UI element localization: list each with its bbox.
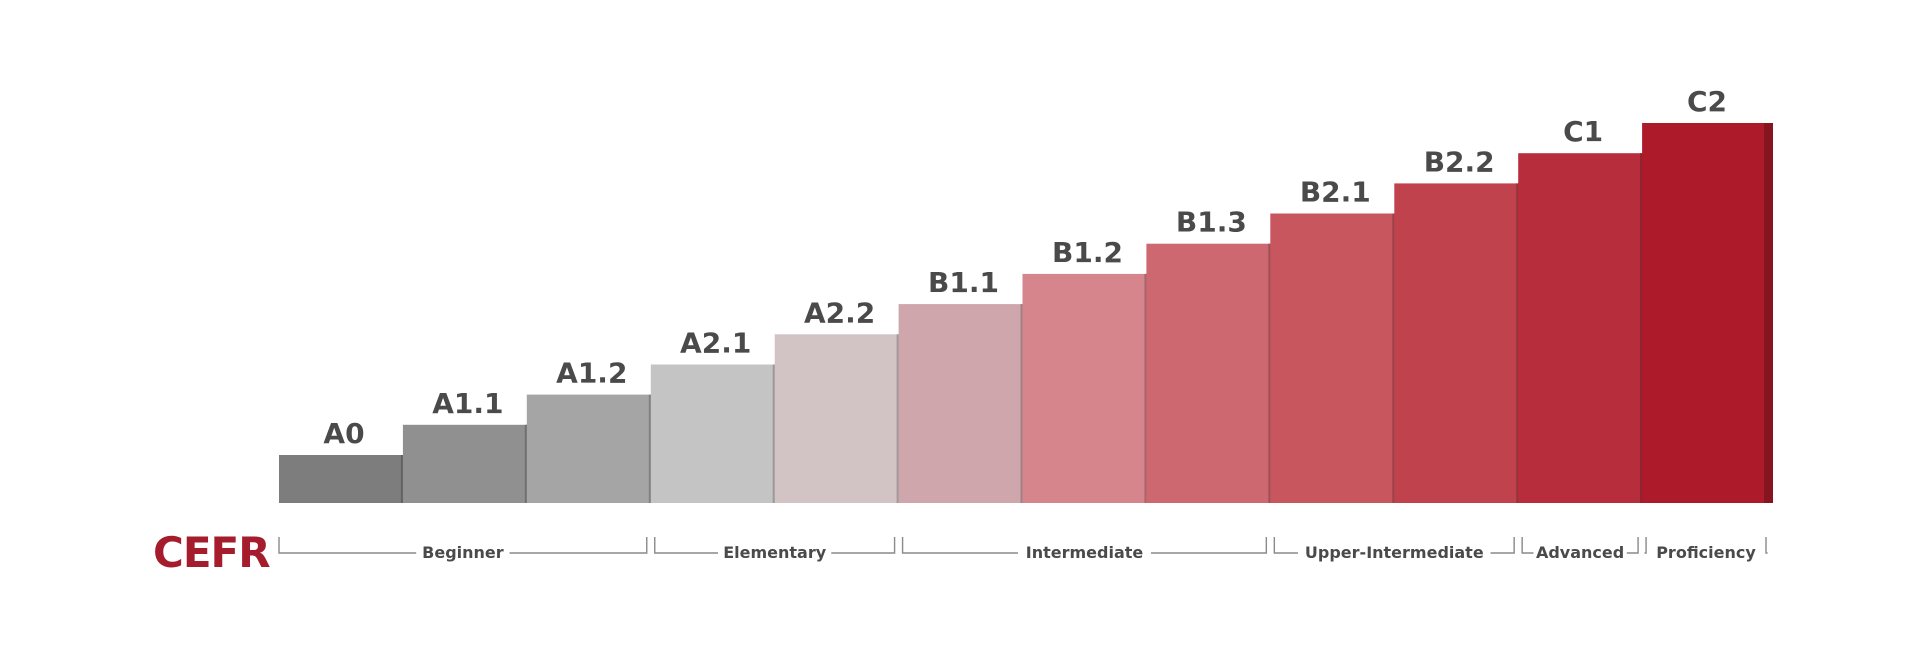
- level-label-C2: C2: [1687, 85, 1727, 118]
- level-bar-A1.1: [402, 424, 534, 503]
- level-label-B1.3: B1.3: [1176, 206, 1247, 239]
- level-bar-B2.2: [1394, 183, 1526, 503]
- level-label-B1.1: B1.1: [928, 266, 999, 299]
- group-label-advanced: Advanced: [1536, 543, 1624, 562]
- level-bar-B2.1: [1270, 213, 1402, 503]
- level-label-A2.1: A2.1: [680, 327, 751, 360]
- level-bar-B1.2: [1022, 273, 1154, 503]
- bar-labels: A0 A1.1 A1.2 A2.1 A2.2 B1.1 B1.2 B1.3 B2.1 B2.2 C1…: [323, 85, 1727, 450]
- group-bracket-elementary: [654, 537, 896, 554]
- level-label-A0: A0: [323, 417, 364, 450]
- level-label-A1.2: A1.2: [556, 357, 627, 390]
- level-label-A2.2: A2.2: [804, 296, 875, 329]
- group-label-intermediate: Intermediate: [1026, 543, 1144, 562]
- level-label-B2.2: B2.2: [1424, 145, 1495, 178]
- level-bar-C1: [1518, 153, 1650, 503]
- level-label-B2.1: B2.1: [1300, 176, 1371, 209]
- cefr-title: CEFR: [153, 528, 271, 577]
- level-label-A1.1: A1.1: [432, 387, 503, 420]
- group-bracket-proficiency: [1644, 537, 1768, 554]
- group-bracket-upper-intermediate: [1273, 537, 1515, 554]
- level-label-C1: C1: [1563, 115, 1603, 148]
- level-bar-B1.1: [898, 304, 1030, 503]
- group-bracket-advanced: [1521, 537, 1639, 554]
- level-bar-B1.3: [1146, 243, 1278, 503]
- level-bar-edge-C2: [1764, 123, 1773, 503]
- bars: [279, 123, 1773, 503]
- level-bar-C2: [1642, 123, 1773, 503]
- level-bar-A2.1: [650, 364, 782, 503]
- level-bar-A1.2: [526, 394, 658, 503]
- level-bar-A2.2: [774, 334, 906, 503]
- level-bar-A0: [279, 455, 410, 503]
- group-label-elementary: Elementary: [723, 543, 827, 562]
- level-label-B1.2: B1.2: [1052, 236, 1123, 269]
- group-label-beginner: Beginner: [422, 543, 504, 562]
- group-label-upper-intermediate: Upper-Intermediate: [1305, 543, 1484, 562]
- group-bracket-intermediate: [901, 537, 1268, 554]
- group-bracket-beginner: [278, 537, 648, 554]
- group-brackets: Beginner Elementary Intermediate Upper-Inte…: [278, 537, 1768, 562]
- group-label-proficiency: Proficiency: [1656, 543, 1756, 562]
